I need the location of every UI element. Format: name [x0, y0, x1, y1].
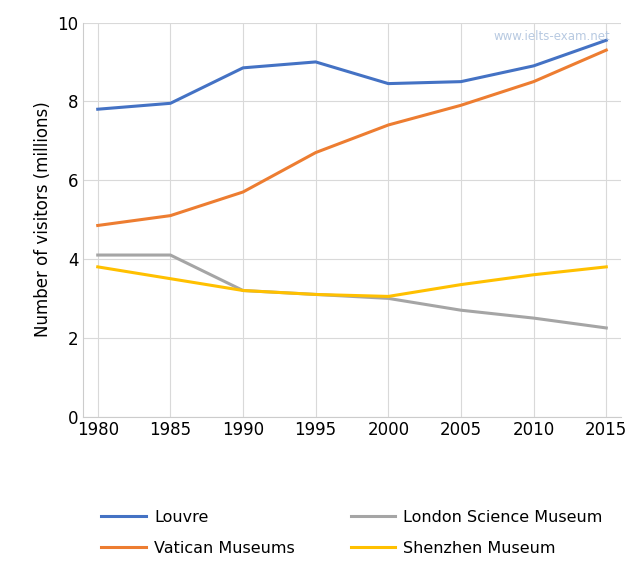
Y-axis label: Number of visitors (millions): Number of visitors (millions) — [34, 102, 52, 337]
Legend: Louvre, Vatican Museums, London Science Museum, Shenzhen Museum: Louvre, Vatican Museums, London Science … — [95, 503, 609, 562]
Text: www.ielts-exam.net: www.ielts-exam.net — [493, 30, 610, 43]
